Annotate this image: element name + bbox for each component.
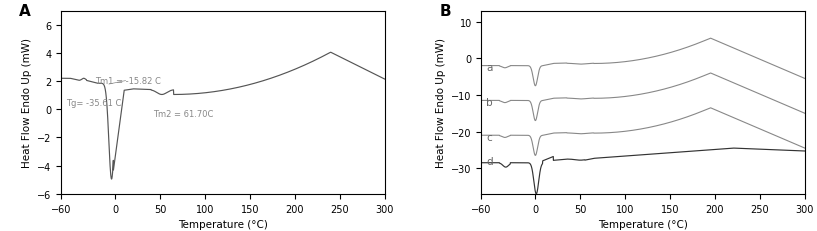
X-axis label: Temperature (°C): Temperature (°C) [178,219,268,229]
Text: Tg= -35.61 C: Tg= -35.61 C [65,99,121,108]
Text: Tm2 = 61.70C: Tm2 = 61.70C [153,109,213,118]
Text: A: A [20,4,31,19]
Text: b: b [486,98,493,108]
X-axis label: Temperature (°C): Temperature (°C) [598,219,688,229]
Text: Tm1 = -15.82 C: Tm1 = -15.82 C [96,76,161,85]
Text: c: c [486,133,492,143]
Text: B: B [440,4,451,19]
Text: d: d [486,156,493,166]
Y-axis label: Heat Flow Endo Up (mW): Heat Flow Endo Up (mW) [21,38,32,167]
Text: a: a [486,63,493,73]
Y-axis label: Heat Flow Endo Up (mW): Heat Flow Endo Up (mW) [435,38,446,167]
